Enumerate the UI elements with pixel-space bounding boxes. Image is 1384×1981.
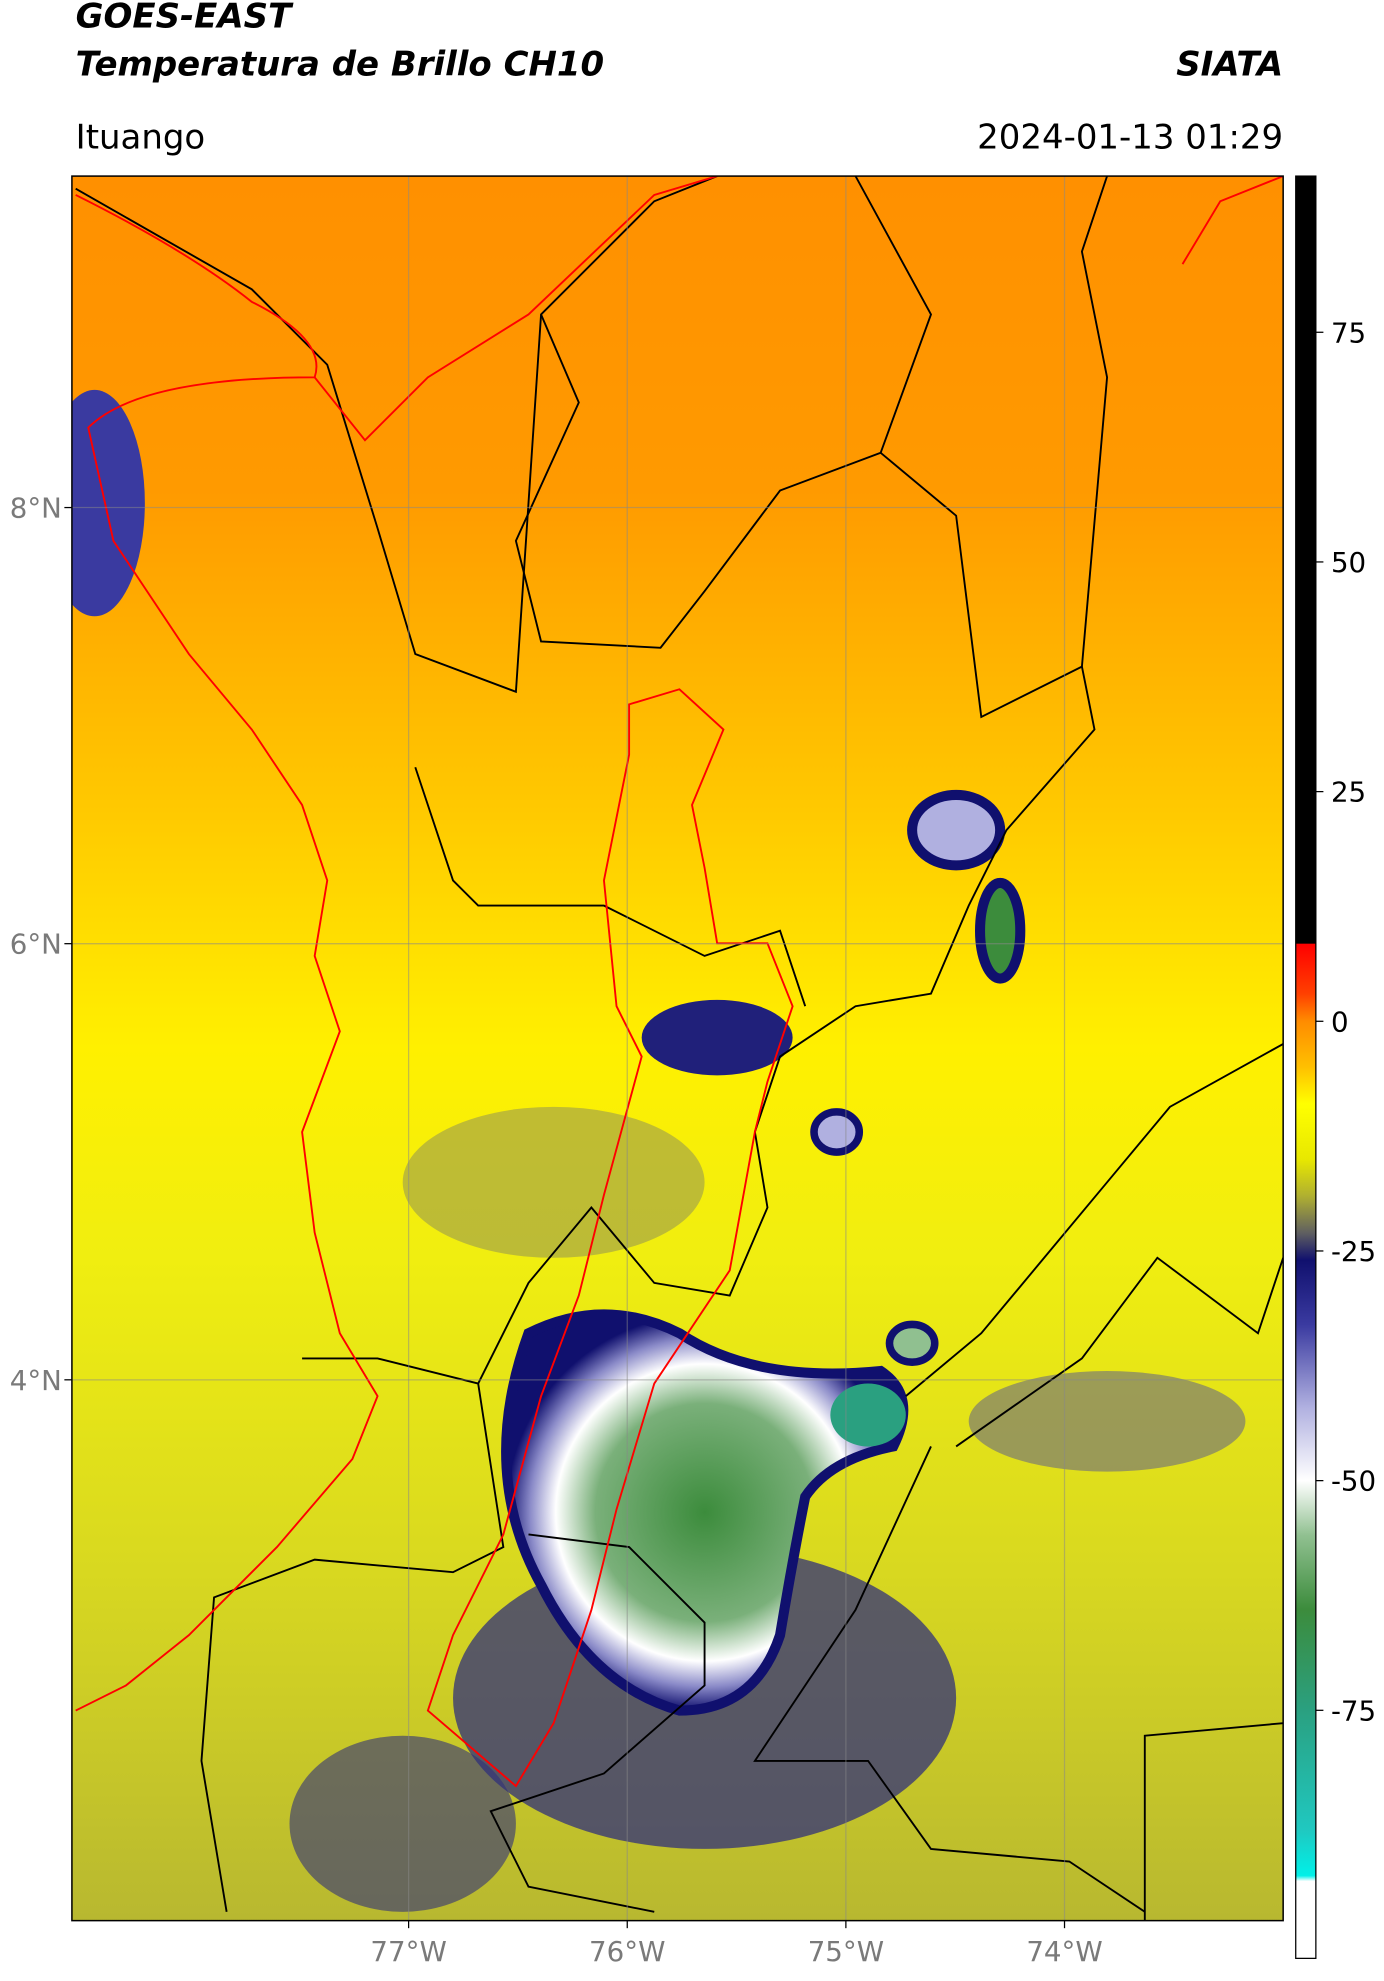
colorbar-tick-label: 25: [1331, 776, 1366, 809]
boundary: [200, 1357, 505, 1912]
coastline: [1181, 176, 1284, 265]
datetime: 2024-01-13 01:29: [977, 117, 1283, 157]
boundary: [75, 176, 718, 694]
storm-cloud: [501, 1309, 909, 1716]
colorbar-tick-label: 75: [1331, 316, 1366, 349]
boundary: [489, 1533, 706, 1913]
colorbar-tick-label: -25: [1331, 1235, 1376, 1268]
boundary: [955, 1256, 1284, 1448]
cloud: [968, 1370, 1246, 1472]
coastline: [75, 194, 379, 1712]
lon-tick-label: 76°W: [589, 1935, 665, 1968]
source: SIATA: [1176, 44, 1283, 84]
cloud: [885, 1320, 939, 1366]
cloud-core: [830, 1383, 906, 1447]
boundary: [905, 1043, 1284, 1397]
cloud: [907, 789, 1006, 871]
basin-outline: [426, 688, 794, 1788]
colorbar-tick-label: -50: [1331, 1465, 1376, 1498]
cloud: [289, 1735, 516, 1912]
cloud: [402, 1106, 705, 1258]
lat-tick-label: 6°N: [10, 928, 62, 961]
cloud: [641, 999, 793, 1076]
map-layer: [71, 176, 1284, 1921]
grid-layer: [71, 176, 1284, 1921]
boundary: [414, 766, 807, 1007]
lon-tick-label: 77°W: [370, 1935, 446, 1968]
colorbar-tick-label: 50: [1331, 546, 1366, 579]
map-frame: [71, 175, 1284, 1922]
title: GOES-EAST: [76, 0, 294, 37]
cloud: [810, 1108, 864, 1156]
location: Ituango: [76, 117, 206, 157]
lon-tick-label: 74°W: [1026, 1935, 1102, 1968]
coastline: [313, 176, 718, 442]
boundary: [753, 1446, 1146, 1913]
boundary: [1143, 1722, 1284, 1921]
boundary: [514, 176, 933, 649]
lat-tick-label: 4°N: [10, 1364, 62, 1397]
colorbar-tick-label: -75: [1331, 1694, 1376, 1727]
colorbar-tick-label: 0: [1331, 1005, 1349, 1038]
cloud: [975, 877, 1026, 984]
boundary: [477, 666, 1096, 1384]
lat-tick-label: 8°N: [10, 492, 62, 525]
colorbar: [1295, 175, 1317, 1959]
subtitle: Temperatura de Brillo CH10: [76, 44, 604, 84]
lon-tick-label: 75°W: [808, 1935, 884, 1968]
